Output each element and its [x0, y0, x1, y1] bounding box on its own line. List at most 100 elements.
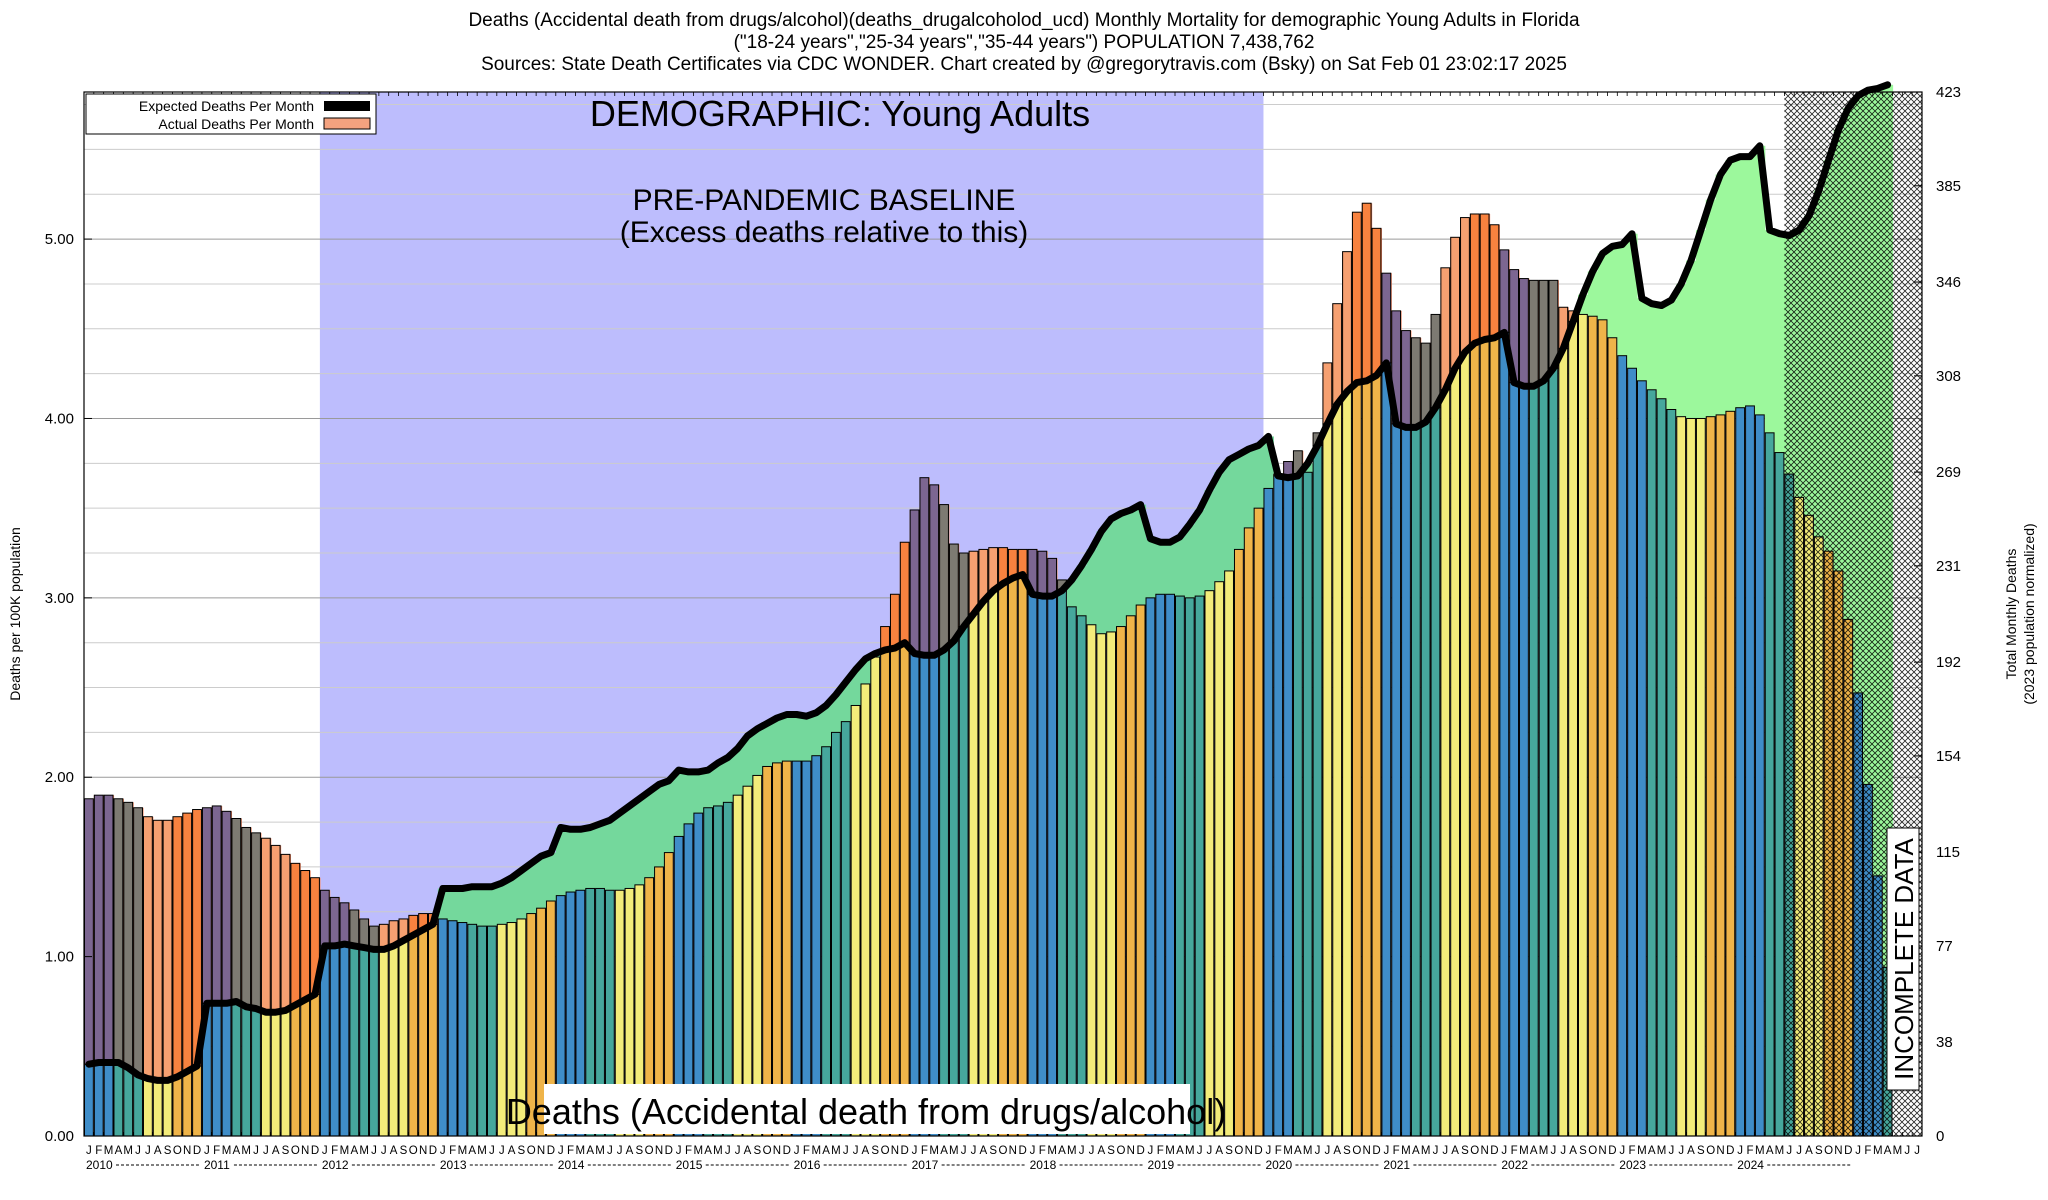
month-label: S: [164, 1145, 172, 1157]
actual-bar: [1351, 382, 1362, 1137]
actual-bar: [329, 945, 340, 1137]
excess-fill: [1125, 509, 1137, 616]
excess-fill: [526, 863, 537, 914]
month-label: A: [626, 1145, 634, 1157]
month-label: J: [676, 1145, 682, 1157]
excess-bar: [201, 807, 212, 1004]
actual-bar: [1460, 351, 1470, 1137]
left-tick-label: 2.00: [45, 769, 74, 786]
actual-bar: [1017, 574, 1028, 1137]
month-label: J: [1148, 1145, 1154, 1157]
excess-bar: [280, 853, 291, 1011]
excess-bar: [142, 816, 153, 1080]
actual-bar: [408, 934, 419, 1137]
month-label: S: [753, 1145, 761, 1157]
month-label: F: [1039, 1145, 1046, 1157]
month-label: S: [518, 1145, 526, 1157]
actual-bar: [880, 649, 890, 1137]
actual-bar: [457, 922, 468, 1137]
excess-bar: [939, 504, 949, 651]
month-label: J: [1030, 1145, 1036, 1157]
actual-bar: [349, 945, 360, 1137]
actual-bar: [1135, 604, 1146, 1137]
month-label: J: [1501, 1145, 1507, 1157]
actual-bar: [1627, 367, 1637, 1137]
excess-bar: [1460, 217, 1470, 353]
excess-fill: [1705, 199, 1717, 417]
left-tick-label: 5.00: [45, 231, 74, 248]
month-label: J: [1904, 1145, 1910, 1157]
excess-bar: [1037, 550, 1048, 597]
month-label: S: [1343, 1145, 1351, 1157]
actual-bar: [801, 760, 812, 1137]
legend-label-actual: Actual Deaths Per Month: [158, 116, 314, 132]
actual-bar: [1194, 595, 1205, 1137]
month-label: O: [763, 1145, 772, 1157]
month-label: J: [1207, 1145, 1213, 1157]
excess-fill: [1096, 531, 1107, 634]
month-label: J: [1324, 1145, 1330, 1157]
year-label: 2021: [1383, 1158, 1410, 1172]
excess-fill: [467, 886, 478, 925]
excess-bar: [1410, 337, 1421, 428]
actual-bar: [162, 1079, 173, 1137]
month-label: M: [1185, 1145, 1195, 1157]
legend-swatch-expected: [324, 101, 370, 111]
month-label: N: [301, 1145, 309, 1157]
excess-bar: [270, 844, 281, 1013]
excess-bar: [1440, 267, 1451, 391]
actual-bar: [251, 1008, 261, 1137]
month-label: F: [921, 1145, 928, 1157]
year-label: 2014: [558, 1158, 585, 1172]
left-axis-title: Deaths per 100K population: [7, 527, 23, 701]
actual-bar: [1558, 348, 1569, 1137]
excess-fill: [732, 748, 744, 796]
year-label: 2022: [1501, 1158, 1528, 1172]
left-tick-label: 0.00: [45, 1128, 74, 1145]
actual-bar: [1489, 337, 1500, 1137]
actual-bar: [152, 1079, 163, 1137]
month-label: J: [1551, 1145, 1557, 1157]
excess-bar: [93, 794, 104, 1063]
chart-title-line-1: Deaths (Accidental death from drugs/alco…: [468, 10, 1580, 31]
actual-bar: [1106, 631, 1117, 1137]
excess-fill: [1243, 448, 1255, 528]
excess-bar: [319, 889, 330, 947]
actual-bar: [1224, 570, 1234, 1137]
actual-bar: [1587, 315, 1598, 1137]
excess-fill: [654, 784, 665, 867]
excess-fill: [840, 682, 852, 722]
right-tick-label: 308: [1936, 368, 1961, 385]
excess-fill: [1577, 294, 1589, 315]
month-label: M: [340, 1145, 350, 1157]
month-label: F: [567, 1145, 574, 1157]
actual-bar: [1096, 633, 1107, 1137]
excess-fill: [1695, 230, 1707, 419]
excess-fill: [1184, 524, 1196, 598]
month-label: A: [1215, 1145, 1223, 1157]
month-label: M: [1657, 1145, 1667, 1157]
actual-bar: [1548, 367, 1559, 1137]
actual-bar: [1243, 527, 1254, 1137]
excess-fill: [801, 716, 812, 762]
excess-bar: [84, 798, 94, 1065]
actual-bar: [1204, 590, 1215, 1137]
month-label: J: [440, 1145, 446, 1157]
excess-bar: [1519, 278, 1529, 387]
month-label: N: [537, 1145, 545, 1157]
month-label: A: [1097, 1145, 1105, 1157]
actual-bar: [1499, 331, 1510, 1137]
month-label: A: [1058, 1145, 1066, 1157]
actual-bar: [123, 1067, 134, 1137]
excess-fill: [477, 886, 488, 927]
left-tick-label: 4.00: [45, 410, 74, 427]
actual-bar: [1764, 432, 1775, 1137]
excess-fill: [1145, 538, 1156, 598]
month-label: D: [783, 1145, 791, 1157]
month-label: J: [1560, 1145, 1566, 1157]
actual-bar: [1116, 626, 1126, 1137]
excess-bar: [300, 870, 311, 1001]
excess-fill: [1745, 156, 1756, 406]
actual-bar: [968, 613, 979, 1137]
